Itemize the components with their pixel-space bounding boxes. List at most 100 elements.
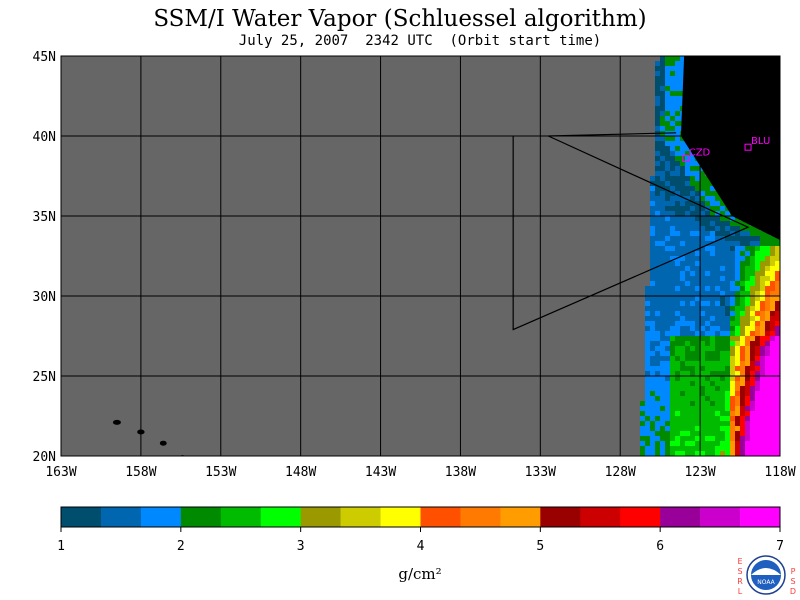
swath-cell: [660, 431, 665, 436]
swath-cell: [685, 216, 690, 221]
swath-cell: [710, 206, 715, 211]
swath-cell: [765, 316, 770, 321]
swath-cell: [745, 226, 750, 231]
swath-cell: [720, 291, 725, 296]
swath-cell: [665, 101, 670, 106]
swath-cell: [770, 316, 775, 321]
swath-cell: [720, 221, 725, 226]
swath-cell: [765, 431, 770, 436]
swath-cell: [650, 421, 655, 426]
colorbar-swatch: [740, 507, 781, 527]
swath-cell: [655, 416, 660, 421]
swath-cell: [740, 451, 745, 456]
swath-cell: [720, 261, 725, 266]
swath-cell: [755, 406, 760, 411]
swath-cell: [740, 446, 745, 451]
swath-cell: [695, 336, 700, 341]
colorbar-swatch: [620, 507, 661, 527]
swath-cell: [665, 276, 670, 281]
swath-cell: [670, 401, 675, 406]
swath-cell: [760, 411, 765, 416]
swath-cell: [705, 441, 710, 446]
swath-cell: [745, 271, 750, 276]
swath-cell: [655, 146, 660, 151]
swath-cell: [695, 256, 700, 261]
swath-cell: [670, 296, 675, 301]
swath-cell: [700, 331, 705, 336]
swath-cell: [720, 406, 725, 411]
swath-cell: [655, 256, 660, 261]
swath-cell: [735, 431, 740, 436]
swath-cell: [770, 321, 775, 326]
swath-cell: [665, 271, 670, 276]
swath-cell: [705, 276, 710, 281]
swath-cell: [695, 161, 700, 166]
swath-cell: [760, 366, 765, 371]
swath-cell: [655, 126, 660, 131]
swath-cell: [770, 251, 775, 256]
swath-cell: [715, 376, 720, 381]
swath-cell: [765, 366, 770, 371]
swath-cell: [770, 266, 775, 271]
swath-cell: [655, 116, 660, 121]
swath-cell: [655, 331, 660, 336]
swath-cell: [675, 421, 680, 426]
swath-cell: [710, 411, 715, 416]
swath-cell: [665, 361, 670, 366]
swath-cell: [675, 326, 680, 331]
swath-cell: [655, 136, 660, 141]
swath-cell: [700, 216, 705, 221]
swath-cell: [775, 371, 780, 376]
swath-cell: [670, 86, 675, 91]
swath-cell: [735, 396, 740, 401]
swath-cell: [655, 436, 660, 441]
swath-cell: [695, 346, 700, 351]
swath-cell: [655, 236, 660, 241]
swath-cell: [690, 186, 695, 191]
swath-cell: [670, 361, 675, 366]
swath-cell: [655, 181, 660, 186]
swath-cell: [650, 416, 655, 421]
swath-cell: [645, 421, 650, 426]
swath-cell: [735, 331, 740, 336]
swath-cell: [760, 331, 765, 336]
swath-cell: [670, 196, 675, 201]
plot-inner: [61, 56, 780, 456]
swath-cell: [730, 436, 735, 441]
swath-cell: [725, 251, 730, 256]
swath-cell: [675, 311, 680, 316]
swath-cell: [680, 291, 685, 296]
longitude-label: 143W: [365, 465, 396, 480]
swath-cell: [650, 431, 655, 436]
swath-cell: [665, 71, 670, 76]
swath-cell: [755, 286, 760, 291]
swath-cell: [760, 246, 765, 251]
swath-cell: [670, 421, 675, 426]
swath-cell: [705, 376, 710, 381]
swath-cell: [715, 246, 720, 251]
swath-cell: [765, 281, 770, 286]
swath-cell: [645, 396, 650, 401]
swath-cell: [695, 446, 700, 451]
swath-cell: [750, 291, 755, 296]
swath-cell: [655, 66, 660, 71]
swath-cell: [665, 396, 670, 401]
swath-cell: [645, 321, 650, 326]
swath-cell: [745, 321, 750, 326]
esrl-letter: E: [737, 557, 742, 566]
swath-cell: [680, 141, 685, 146]
swath-cell: [680, 416, 685, 421]
swath-cell: [745, 256, 750, 261]
swath-cell: [755, 381, 760, 386]
swath-cell: [715, 266, 720, 271]
swath-cell: [645, 426, 650, 431]
swath-cell: [730, 331, 735, 336]
swath-cell: [740, 276, 745, 281]
swath-cell: [665, 306, 670, 311]
swath-cell: [705, 261, 710, 266]
swath-cell: [735, 316, 740, 321]
swath-cell: [700, 226, 705, 231]
swath-cell: [685, 356, 690, 361]
swath-cell: [775, 286, 780, 291]
swath-cell: [700, 421, 705, 426]
